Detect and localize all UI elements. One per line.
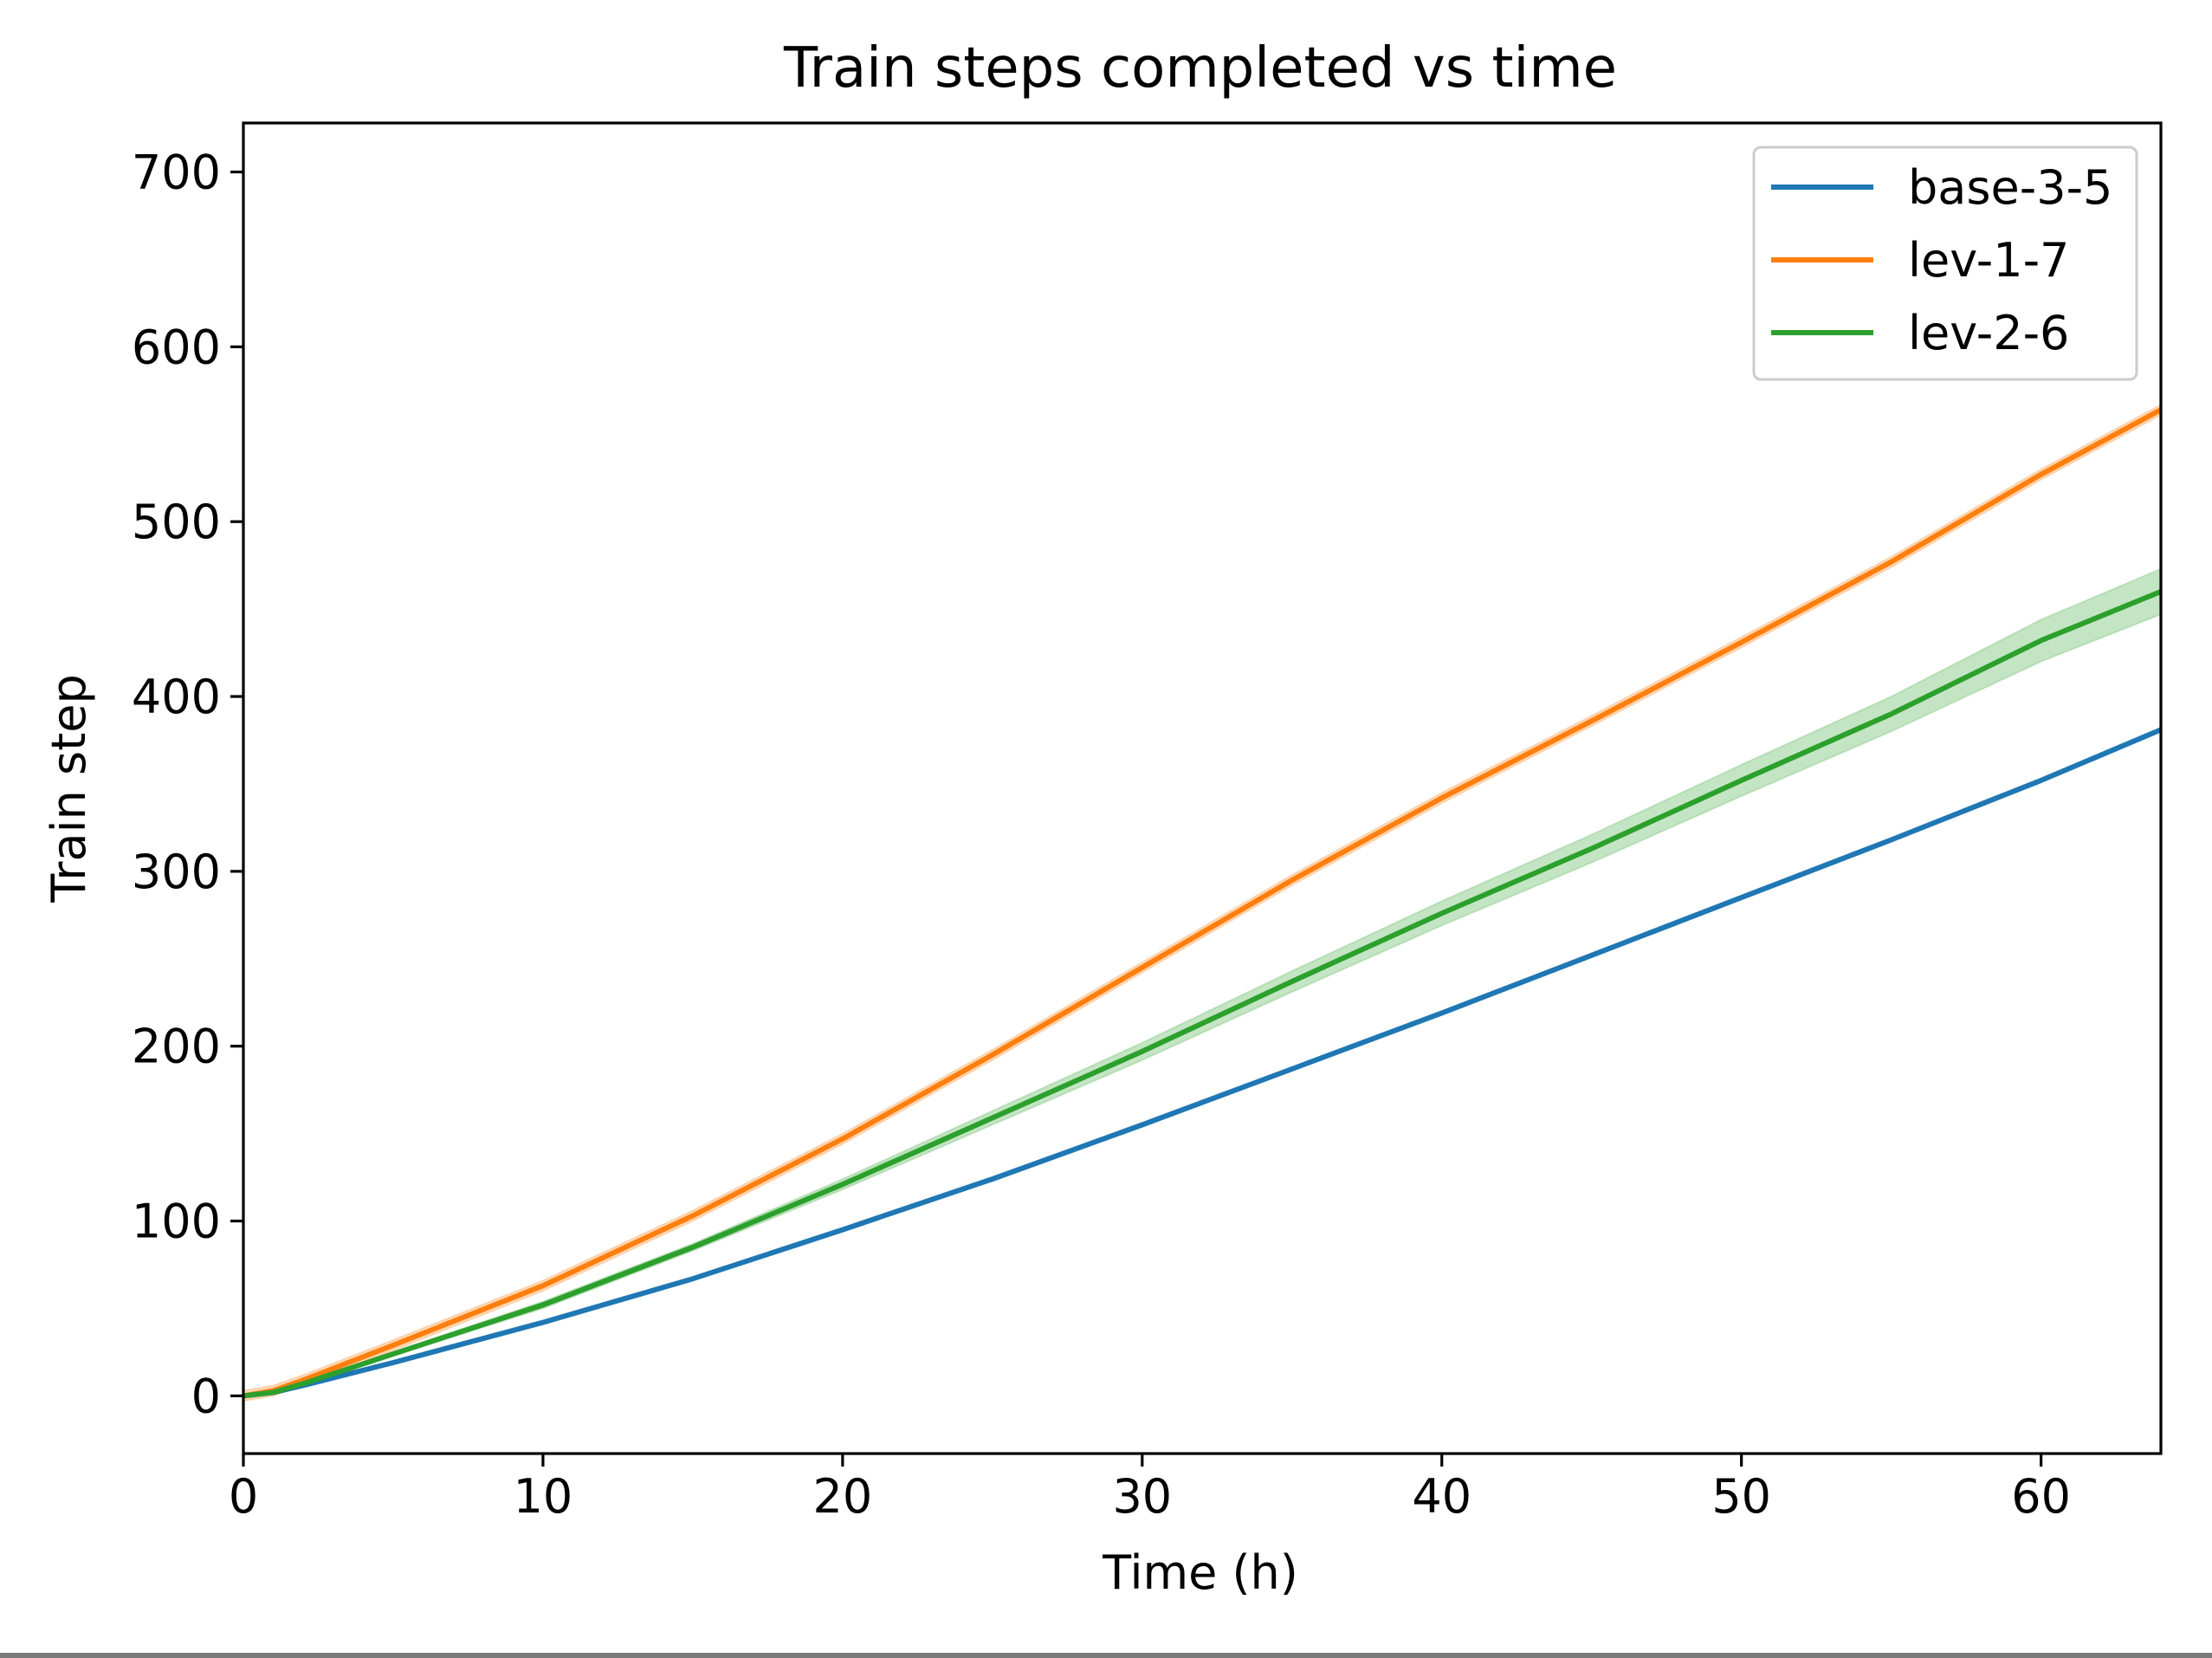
x-tick-label-30: 30 <box>1112 1469 1172 1524</box>
legend-label-base-3-5: base-3-5 <box>1908 160 2112 215</box>
series-line-lev-1-7 <box>243 407 2161 1399</box>
legend-label-lev-1-7: lev-1-7 <box>1908 233 2069 288</box>
series-line-lev-2-6 <box>243 588 2161 1399</box>
x-tick-label-60: 60 <box>2011 1469 2071 1524</box>
y-tick-label-600: 600 <box>132 320 221 374</box>
series-band-lev-1-7 <box>243 403 2161 1402</box>
series-line-base-3-5 <box>243 727 2161 1399</box>
y-axis-label: Train step <box>42 674 96 903</box>
y-tick-label-0: 0 <box>191 1369 221 1423</box>
y-tick-label-500: 500 <box>132 495 221 549</box>
x-tick-label-20: 20 <box>813 1469 873 1524</box>
y-tick-label-400: 400 <box>132 670 221 724</box>
series-group <box>243 403 2161 1402</box>
x-tick-label-10: 10 <box>514 1469 573 1524</box>
axes-frame <box>242 121 2163 1455</box>
legend: base-3-5 lev-1-7 lev-2-6 <box>1752 146 2138 381</box>
y-tick-label-200: 200 <box>132 1020 221 1074</box>
x-tick-label-50: 50 <box>1711 1469 1771 1524</box>
y-tick-label-700: 700 <box>132 146 221 200</box>
y-tick-label-100: 100 <box>132 1195 221 1249</box>
chart-title: Train steps completed vs time <box>783 36 1617 100</box>
series-band-lev-2-6 <box>243 567 2161 1397</box>
legend-box <box>1752 146 2138 381</box>
x-tick-label-0: 0 <box>229 1469 258 1524</box>
legend-label-lev-2-6: lev-2-6 <box>1908 306 2069 360</box>
x-axis-label: Time (h) <box>1102 1545 1298 1600</box>
window-bottom-edge <box>0 1653 2212 1658</box>
x-tick-label-40: 40 <box>1412 1469 1471 1524</box>
y-tick-label-300: 300 <box>132 845 221 899</box>
